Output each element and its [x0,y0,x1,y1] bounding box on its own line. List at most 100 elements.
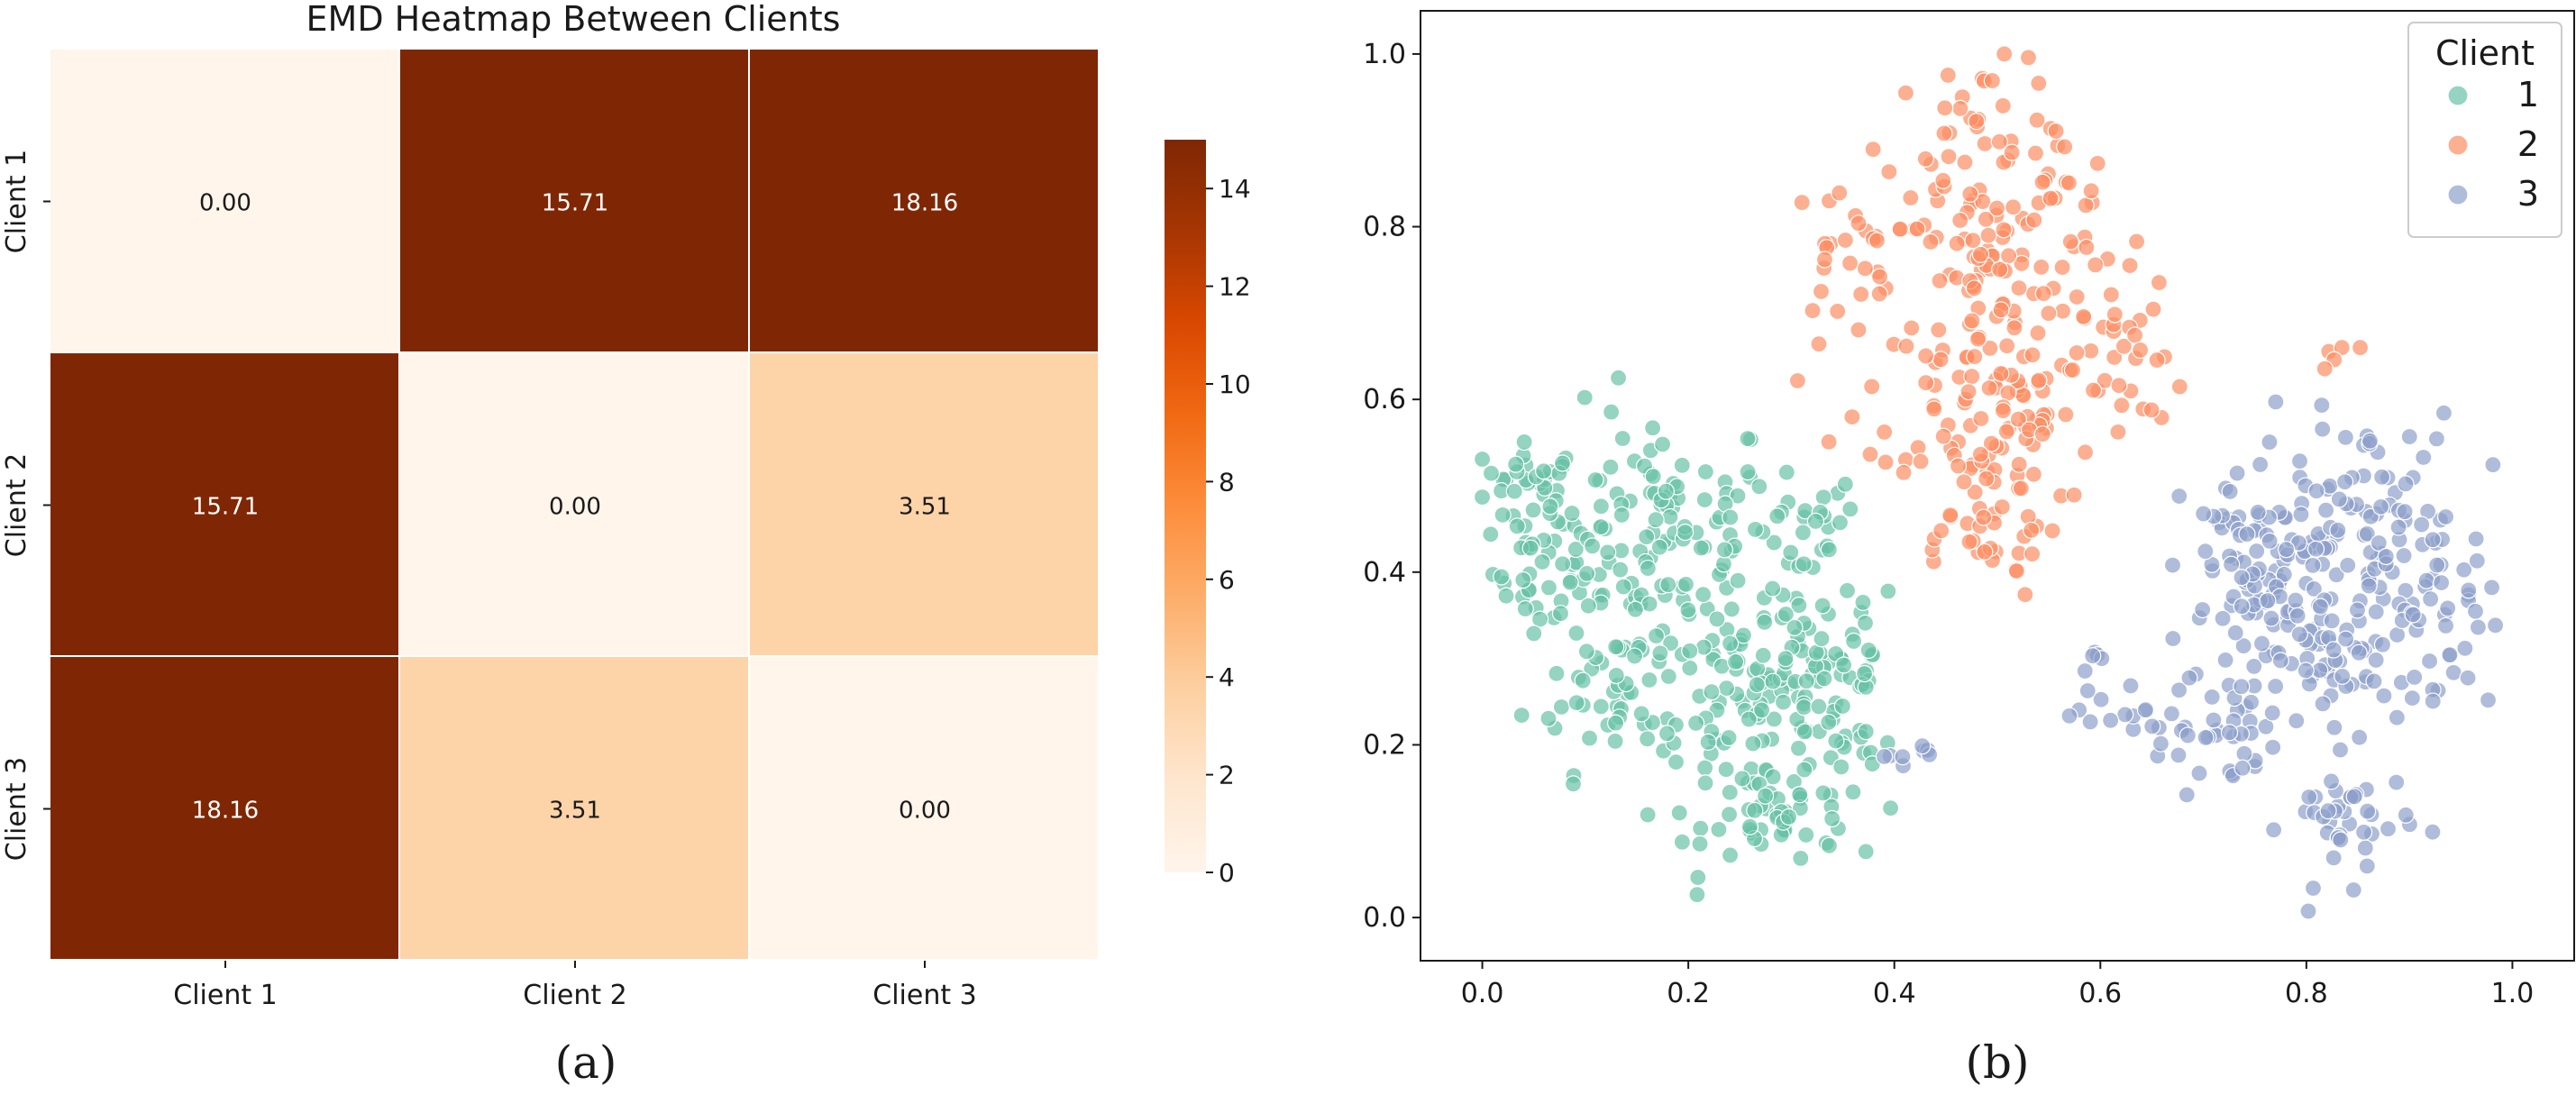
scatter-point-client-3 [2263,704,2281,722]
scatter-point-client-2 [2025,211,2043,229]
scatter-point-client-1 [1514,570,1532,589]
scatter-point-client-2 [1994,96,2012,115]
scatter-point-client-1 [1639,559,1657,578]
scatter-point-client-1 [1521,539,1539,557]
scatter-point-client-2 [1935,124,1953,142]
scatter-point-client-3 [2259,591,2277,610]
scatter-point-client-1 [1644,468,1662,486]
scatter-point-client-3 [2417,571,2435,589]
scatter-point-client-1 [1687,714,1705,733]
scatter-point-client-3 [2459,669,2477,687]
scatter-point-client-2 [1841,254,1859,272]
scatter-point-client-3 [2170,681,2188,699]
scatter-point-client-2 [1990,132,2008,151]
scatter-point-client-1 [1592,517,1610,536]
scatter-point-client-3 [2233,569,2251,587]
scatter-point-client-1 [1729,487,1747,505]
scatter-point-client-2 [2003,143,2021,161]
scatter-point-client-1 [1881,799,1900,817]
scatter-point-client-3 [2288,712,2306,730]
scatter-point-client-3 [2397,806,2415,824]
scatter-point-client-2 [1831,184,1849,202]
scatter-point-client-1 [1516,599,1534,618]
x-tick-label: 0.0 [1461,978,1504,1009]
scatter-point-client-1 [1507,455,1525,473]
scatter-point-client-2 [2010,455,2028,473]
scatter-point-client-3 [2327,566,2345,584]
scatter-point-client-2 [1934,171,1952,189]
scatter-point-client-1 [1739,462,1757,481]
scatter-point-client-1 [1681,642,1699,660]
y-tick-label: 0.6 [1363,384,1406,415]
scatter-point-client-3 [2389,625,2407,644]
scatter-point-client-3 [1914,737,1932,755]
scatter-point-client-1 [1567,694,1585,712]
scatter-point-client-2 [1959,383,1978,401]
scatter-point-client-1 [1667,753,1685,771]
scatter-point-client-3 [2151,735,2170,753]
scatter-point-client-2 [2032,258,2051,277]
scatter-point-client-3 [2436,507,2455,526]
scatter-point-client-2 [1992,364,2010,383]
scatter-point-client-3 [2197,543,2215,561]
scatter-point-client-3 [2406,668,2424,687]
scatter-point-client-3 [2484,456,2502,474]
scatter-point-client-1 [1614,578,1632,596]
scatter-point-client-3 [2197,728,2215,747]
scatter-point-client-1 [1482,464,1501,482]
scatter-point-client-2 [1992,301,2010,319]
scatter-point-client-1 [1746,801,1764,819]
scatter-point-client-2 [1788,371,1807,390]
scatter-point-client-2 [1968,113,1986,131]
scatter-point-client-2 [1843,407,1861,426]
scatter-point-client-2 [1981,339,1999,357]
scatter-point-client-3 [2264,821,2283,839]
scatter-point-client-3 [2261,532,2279,550]
scatter-point-client-2 [2333,339,2351,357]
scatter-point-client-2 [2074,307,2093,325]
scatter-point-client-1 [1673,833,1691,851]
heatmap-value-r3-c1: 18.16 [192,798,259,825]
scatter-point-client-2 [1932,522,1950,540]
scatter-point-client-1 [1473,450,1492,469]
scatter-point-client-2 [2040,305,2058,323]
scatter-point-client-2 [1971,445,1989,463]
caption-b: (b) [1965,1036,2029,1089]
scatter-point-client-3 [2299,902,2317,920]
colorbar-tick-label: 14 [1219,174,1251,204]
scatter-point-client-3 [2214,609,2232,627]
scatter-point-client-1 [1734,626,1753,644]
scatter-point-client-3 [2351,728,2369,746]
x-tick-label: 0.2 [1667,978,1710,1009]
scatter-point-client-2 [1850,214,1868,233]
scatter-point-client-1 [1512,706,1530,725]
scatter-point-client-1 [1794,524,1812,542]
scatter-point-client-1 [1632,705,1650,723]
scatter-point-client-3 [2245,657,2263,676]
scatter-point-client-1 [1584,537,1602,555]
scatter-point-client-3 [2122,677,2140,695]
colorbar-tick-label: 10 [1219,370,1251,399]
scatter-point-client-2 [1976,543,1994,561]
scatter-point-client-3 [2238,525,2256,543]
scatter-point-client-2 [1820,433,1838,451]
scatter-point-client-2 [1951,99,1969,117]
scatter-point-client-2 [2029,324,2047,342]
heatmap-cell-r3-c1 [50,657,398,959]
scatter-point-client-3 [2367,651,2385,670]
scatter-point-client-2 [2007,562,2026,580]
scatter-point-client-1 [1859,641,1877,660]
scatter-point-client-3 [2322,772,2341,790]
scatter-point-client-1 [1602,458,1620,476]
scatter-point-client-2 [2065,486,2083,504]
scatter-point-client-3 [2375,687,2393,705]
scatter-point-client-3 [2162,705,2181,723]
scatter-point-client-2 [1917,374,1935,392]
scatter-point-client-3 [2388,708,2406,726]
scatter-point-client-3 [2267,677,2285,696]
scatter-point-client-2 [2115,337,2133,355]
scatter-point-client-2 [2005,319,2023,337]
scatter-point-client-1 [1657,482,1675,500]
scatter-point-client-3 [2194,600,2212,619]
scatter-point-client-3 [2456,639,2474,657]
